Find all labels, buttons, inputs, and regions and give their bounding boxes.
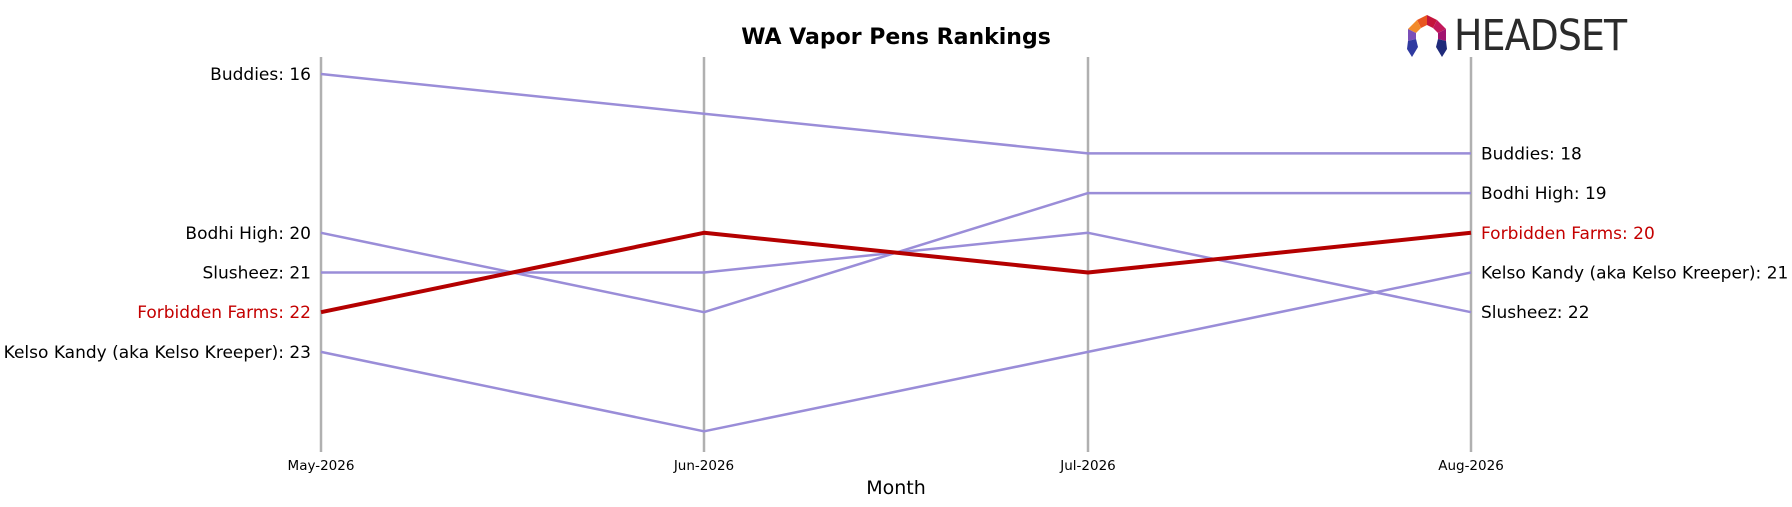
end-label: Kelso Kandy (aka Kelso Kreeper): 21 <box>1481 264 1788 284</box>
series-line-slusheez <box>321 231 1472 314</box>
x-axis-label: Month <box>866 477 926 499</box>
month-gridlines <box>319 57 1473 452</box>
start-label: Buddies: 16 <box>210 65 311 85</box>
headset-wordmark: HEADSET <box>1454 10 1627 61</box>
start-labels: Buddies: 16 Bodhi High: 20 Slusheez: 21 Kel… <box>4 65 311 363</box>
headset-logo: HEADSET <box>1404 12 1650 60</box>
x-tick-labels: May-2026 Jun-2026 Jul-2026 Aug-2026 <box>288 458 1504 474</box>
start-label: Kelso Kandy (aka Kelso Kreeper): 23 <box>4 343 311 363</box>
end-label: Slusheez: 22 <box>1481 303 1590 323</box>
x-tick-label: Jul-2026 <box>1059 458 1116 474</box>
start-label: Slusheez: 21 <box>202 264 311 284</box>
end-label: Bodhi High: 19 <box>1481 184 1607 204</box>
start-label: Forbidden Farms: 22 <box>137 303 311 323</box>
end-label: Forbidden Farms: 20 <box>1481 224 1655 244</box>
series-line-kelso-kandy-aka-kelso-kreeper <box>320 271 1472 433</box>
x-tick-label: Jun-2026 <box>673 458 734 474</box>
end-labels: Buddies: 18 Bodhi High: 19 Slusheez: 22 Kel… <box>1481 144 1788 323</box>
headset-logo-icon <box>1407 15 1447 57</box>
start-label: Bodhi High: 20 <box>185 224 311 244</box>
end-label: Buddies: 18 <box>1481 144 1582 164</box>
series-lines <box>320 72 1472 433</box>
chart-title: WA Vapor Pens Rankings <box>741 25 1051 50</box>
x-tick-label: May-2026 <box>288 458 355 474</box>
series-line-buddies <box>320 72 1471 155</box>
x-tick-label: Aug-2026 <box>1438 458 1504 474</box>
series-line-forbidden-farms <box>320 230 1472 315</box>
